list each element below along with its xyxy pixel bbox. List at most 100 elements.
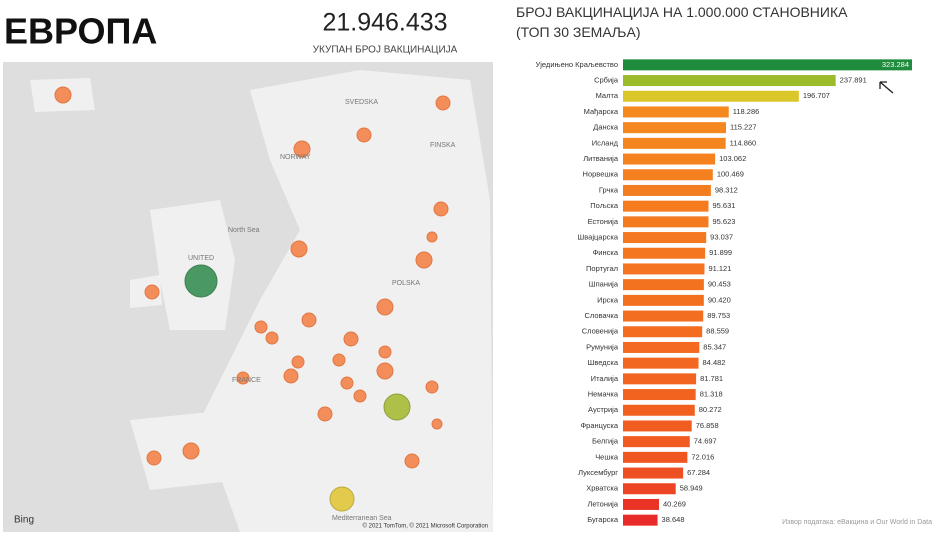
y-tick-label: Аустрија bbox=[588, 405, 619, 414]
map-logo: Bing bbox=[14, 515, 34, 526]
bar bbox=[623, 232, 707, 244]
y-tick-label: Чешка bbox=[595, 452, 619, 461]
value-label: 58.949 bbox=[680, 484, 703, 493]
bar bbox=[623, 184, 711, 196]
arrow bbox=[879, 81, 894, 94]
value-label: 72.016 bbox=[691, 452, 714, 461]
y-tick-label: Србија bbox=[594, 76, 619, 85]
value-label: 98.312 bbox=[715, 185, 738, 194]
value-label: 67.284 bbox=[687, 468, 710, 477]
bar bbox=[623, 498, 659, 510]
bar bbox=[623, 200, 709, 212]
y-tick-label: Белгија bbox=[592, 437, 619, 446]
y-tick-label: Естонија bbox=[588, 217, 619, 226]
value-label: 76.858 bbox=[696, 421, 719, 430]
y-tick-label: Румунија bbox=[586, 342, 619, 351]
value-label: 91.899 bbox=[709, 248, 732, 257]
map-label: North Sea bbox=[228, 227, 260, 234]
y-tick-label: Данска bbox=[593, 123, 619, 132]
map-label: UNITED bbox=[188, 255, 214, 262]
value-label: 80.272 bbox=[699, 405, 722, 414]
map-label: SVEDSKA bbox=[345, 99, 378, 106]
map-bubbles bbox=[54, 86, 451, 469]
value-label: 323.284 bbox=[882, 60, 909, 69]
y-tick-label: Норвешка bbox=[583, 170, 619, 179]
value-label: 196.707 bbox=[803, 91, 830, 100]
value-label: 90.420 bbox=[708, 295, 731, 304]
bar bbox=[623, 420, 692, 432]
y-tick-label: Уједињено Краљевство bbox=[536, 60, 619, 69]
map-bubble-large bbox=[329, 486, 355, 512]
value-label: 81.318 bbox=[700, 390, 723, 399]
y-tick-label: Летонија bbox=[587, 499, 618, 508]
y-tick-label: Словенија bbox=[582, 327, 619, 336]
bar bbox=[623, 483, 676, 495]
kpi-value: 21.946.433 bbox=[322, 9, 447, 37]
bar bbox=[623, 451, 688, 463]
y-tick-label: Исланд bbox=[592, 138, 619, 147]
bar bbox=[623, 341, 700, 353]
y-tick-label: Француска bbox=[580, 421, 618, 430]
bar bbox=[623, 169, 713, 181]
value-label: 91.121 bbox=[708, 264, 731, 273]
map-copyright: © 2021 TomTom, © 2021 Microsoft Corporat… bbox=[363, 523, 488, 530]
value-label: 93.037 bbox=[710, 233, 733, 242]
bar bbox=[623, 106, 729, 118]
value-label: 85.347 bbox=[703, 342, 726, 351]
chart-title: БРОЈ ВАКЦИНАЦИЈА НА 1.000.000 СТАНОВНИКА… bbox=[516, 4, 848, 40]
map-label: NORWAY bbox=[280, 154, 311, 161]
bar bbox=[623, 216, 709, 228]
bar bbox=[623, 75, 836, 87]
value-label: 40.269 bbox=[663, 499, 686, 508]
value-label: 237.891 bbox=[840, 76, 867, 85]
y-tick-label: Финска bbox=[593, 248, 619, 257]
map: NORWAY SVEDSKA FINSKA North Sea UNITED F… bbox=[3, 62, 493, 532]
y-tick-label: Ирска bbox=[597, 295, 619, 304]
y-tick-label: Пољска bbox=[590, 201, 619, 210]
y-tick-label: Мађарска bbox=[584, 107, 619, 116]
value-label: 115.227 bbox=[730, 123, 757, 132]
value-label: 38.648 bbox=[662, 515, 685, 524]
value-label: 90.453 bbox=[708, 280, 731, 289]
value-label: 88.559 bbox=[706, 327, 729, 336]
y-tick-label: Луксембург bbox=[578, 468, 618, 477]
chart-title-box: БРОЈ ВАКЦИНАЦИЈА НА 1.000.000 СТАНОВНИКА… bbox=[516, 4, 848, 40]
value-label: 84.482 bbox=[703, 358, 726, 367]
bar bbox=[623, 153, 716, 165]
bar bbox=[623, 373, 697, 385]
map-label: Mediterranean Sea bbox=[332, 515, 392, 522]
bar bbox=[623, 122, 727, 134]
y-tick-label: Португал bbox=[586, 264, 618, 273]
y-tick-label: Италија bbox=[591, 374, 619, 383]
bar bbox=[623, 279, 704, 291]
y-tick-label: Немачка bbox=[588, 390, 619, 399]
bar bbox=[623, 467, 684, 479]
kpi-label: УКУПАН БРОЈ ВАКЦИНАЦИЈА bbox=[313, 45, 458, 56]
value-label: 118.286 bbox=[733, 107, 760, 116]
bar bbox=[623, 294, 704, 306]
map-label: POLSKA bbox=[392, 280, 420, 287]
y-tick-label: Словачка bbox=[585, 311, 619, 320]
bar bbox=[623, 310, 704, 322]
y-tick-label: Шведска bbox=[587, 358, 618, 367]
map-label: FINSKA bbox=[430, 142, 456, 149]
map-bubble-large bbox=[184, 264, 218, 298]
value-label: 89.753 bbox=[707, 311, 730, 320]
map-bubble-large bbox=[383, 393, 411, 421]
land bbox=[200, 70, 493, 532]
bar bbox=[623, 59, 912, 71]
value-label: 81.781 bbox=[700, 374, 723, 383]
y-tick-label: Шпанија bbox=[589, 280, 619, 289]
chart-source: Извор података: eВакцина и Our World in … bbox=[782, 519, 932, 526]
map-label: FRANCE bbox=[232, 377, 261, 384]
value-label: 100.469 bbox=[717, 170, 744, 179]
value-label: 114.860 bbox=[730, 138, 757, 147]
bar bbox=[623, 137, 726, 149]
y-tick-label: Швајцарска bbox=[577, 233, 618, 242]
value-label: 95.631 bbox=[712, 201, 735, 210]
bar bbox=[623, 247, 706, 259]
value-label: 74.697 bbox=[694, 437, 717, 446]
y-tick-label: Хрватска bbox=[586, 484, 619, 493]
bar bbox=[623, 326, 703, 338]
